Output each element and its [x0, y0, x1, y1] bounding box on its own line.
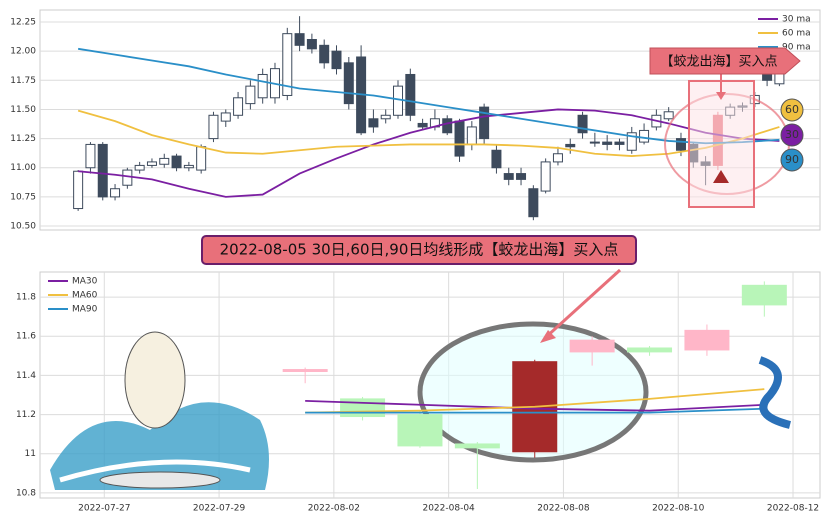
- ma-line: [77, 47, 780, 145]
- candle-body: [626, 132, 637, 151]
- y-tick-label: 10.75: [10, 192, 36, 202]
- candle-body: [368, 118, 379, 128]
- y-tick-label: 12.25: [10, 18, 36, 28]
- x-tick-label: 2022-08-08: [537, 504, 590, 514]
- y-tick-label: 11.2: [16, 410, 36, 420]
- candle-body: [528, 188, 539, 218]
- x-tick-label: 2022-08-12: [767, 504, 819, 514]
- legend-label: MA90: [72, 305, 98, 315]
- candle-body: [380, 114, 391, 120]
- signal-label: 【蛟龙出海】买入点: [660, 55, 777, 70]
- y-tick-label: 11.00: [10, 163, 36, 173]
- ma-badge: [780, 98, 804, 122]
- candle-body: [540, 161, 551, 192]
- candle-body: [233, 97, 244, 116]
- y-tick-label: 11.50: [10, 105, 36, 115]
- candle-body: [282, 33, 293, 96]
- candle-body: [196, 146, 207, 171]
- candle-body: [343, 62, 354, 105]
- candle-body: [331, 50, 342, 70]
- candle-body: [171, 155, 182, 169]
- y-tick-label: 11.6: [16, 332, 36, 342]
- legend-label: MA60: [72, 291, 98, 301]
- decoration: [50, 47, 801, 490]
- candle-body: [516, 173, 527, 180]
- ma-badge-label: 60: [785, 103, 799, 116]
- candle-body: [405, 73, 416, 116]
- legend-label: MA30: [72, 277, 98, 287]
- y-tick-label: 11.8: [16, 293, 36, 303]
- y-tick-label: 11.25: [10, 134, 36, 144]
- x-tick-label: 2022-07-29: [193, 504, 246, 514]
- candle-body: [614, 141, 625, 145]
- candle-body: [122, 169, 133, 186]
- candle-body: [257, 73, 268, 99]
- ma-line: [305, 407, 765, 414]
- candle-body: [565, 143, 576, 148]
- candle-body: [97, 143, 108, 198]
- candle-body: [569, 339, 615, 353]
- candle-body: [491, 149, 502, 169]
- y-tick-label: 11.4: [16, 371, 36, 381]
- candle-body: [684, 329, 730, 351]
- candle-body: [85, 143, 96, 169]
- candle-body: [466, 126, 477, 145]
- candle-body: [319, 44, 330, 64]
- candle-body: [663, 111, 674, 120]
- ma-badge-label: 30: [785, 128, 799, 141]
- y-tick-label: 11: [25, 449, 36, 459]
- candle-body: [454, 120, 465, 157]
- candle-body: [294, 33, 305, 46]
- candle-body: [417, 122, 428, 128]
- x-tick-label: 2022-08-10: [652, 504, 705, 514]
- candle-body: [442, 118, 453, 134]
- ma-line: [78, 108, 780, 198]
- candle-body: [110, 188, 121, 198]
- candle-body: [503, 173, 514, 180]
- candle-body: [208, 114, 219, 140]
- candle-body: [454, 443, 500, 449]
- candle-body: [627, 347, 673, 353]
- candle-body: [159, 157, 170, 165]
- candle-body: [675, 138, 686, 151]
- x-tick-label: 2022-08-04: [422, 504, 475, 514]
- y-tick-label: 12.00: [10, 47, 36, 57]
- ma-badge: [780, 148, 804, 172]
- candle-body: [183, 164, 194, 169]
- candle-body: [639, 129, 650, 143]
- legend-label: 90 ma: [782, 43, 811, 53]
- candle-body: [220, 112, 231, 122]
- candle-body: [134, 164, 145, 171]
- x-tick-label: 2022-08-02: [308, 504, 360, 514]
- y-tick-label: 11.75: [10, 76, 36, 86]
- x-tick-label: 2022-07-27: [78, 504, 130, 514]
- candle-body: [741, 284, 787, 306]
- candle-body: [589, 141, 600, 144]
- candle-body: [306, 38, 317, 50]
- legend-label: 30 ma: [782, 15, 811, 25]
- candle-body: [282, 369, 328, 372]
- ma-badge-label: 90: [785, 153, 799, 166]
- ma-line: [305, 399, 765, 412]
- candle-body: [73, 170, 84, 210]
- ma-badge: [780, 123, 804, 147]
- ma-line: [305, 388, 765, 414]
- banner-title: 2022-08-05 30日,60日,90日均线形成【蛟龙出海】买入点: [220, 241, 619, 259]
- legend-label: 60 ma: [782, 29, 811, 39]
- y-tick-label: 10.8: [16, 488, 36, 498]
- candle-body: [552, 153, 563, 163]
- ma-line: [77, 109, 780, 157]
- candle-body: [146, 161, 157, 166]
- candle-body: [245, 85, 256, 105]
- candle-body: [577, 114, 588, 134]
- candle-body: [602, 141, 613, 145]
- candle-body: [397, 414, 443, 447]
- candle-body: [479, 106, 490, 140]
- y-tick-label: 10.50: [10, 222, 36, 232]
